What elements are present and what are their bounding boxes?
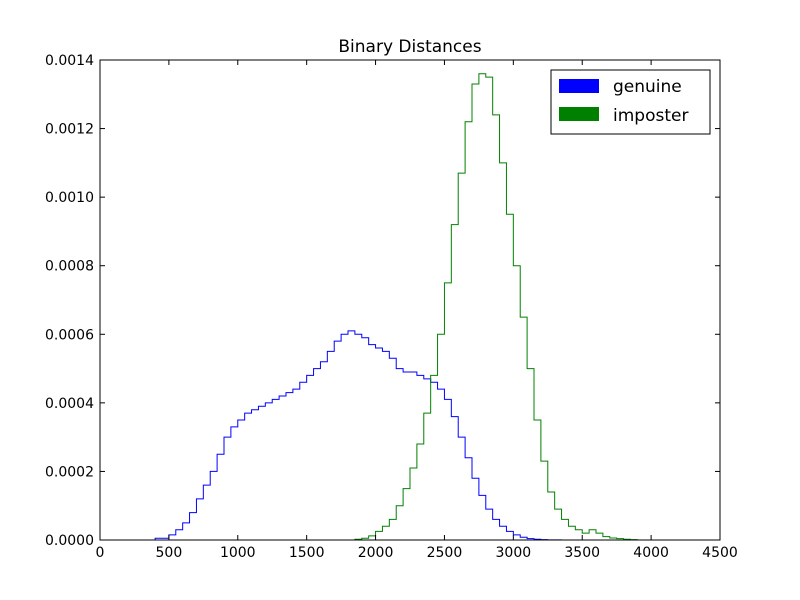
legend-swatch-imposter (559, 107, 599, 121)
x-tick-label: 500 (156, 545, 183, 561)
x-tick-label: 3000 (496, 545, 532, 561)
series-layer (141, 73, 672, 541)
legend: genuine imposter (550, 69, 711, 135)
x-tick-label: 2500 (427, 545, 463, 561)
y-tick-label: 0.0004 (45, 396, 94, 412)
legend-label-imposter: imposter (613, 106, 688, 126)
x-tick-label: 0 (96, 545, 105, 561)
x-tick-label: 4000 (633, 545, 669, 561)
plot-frame (99, 59, 721, 541)
series-line-imposter (348, 73, 672, 541)
x-tick-label: 4500 (702, 545, 738, 561)
y-tick-label: 0.0000 (45, 533, 94, 549)
series-line-genuine (141, 330, 624, 541)
chart-title: Binary Distances (338, 37, 481, 57)
y-tick-label: 0.0002 (45, 464, 94, 480)
y-tick-label: 0.0012 (45, 122, 94, 138)
y-axis: 0.0000 0.0002 0.0004 0.0006 0.0008 0.0010 0.00… (45, 53, 720, 549)
legend-label-genuine: genuine (613, 77, 682, 97)
x-tick-label: 1000 (220, 545, 256, 561)
y-tick-label: 0.0006 (45, 327, 94, 343)
y-tick-label: 0.0010 (45, 190, 94, 206)
y-tick-label: 0.0014 (45, 53, 94, 69)
x-axis: 0 500 1000 1500 2000 2500 3000 3500 4000 4500 (96, 60, 738, 561)
x-tick-label: 3500 (564, 545, 600, 561)
x-tick-label: 1500 (289, 545, 325, 561)
legend-swatch-genuine (559, 79, 599, 93)
y-tick-label: 0.0008 (45, 259, 94, 275)
x-tick-label: 2000 (358, 545, 394, 561)
